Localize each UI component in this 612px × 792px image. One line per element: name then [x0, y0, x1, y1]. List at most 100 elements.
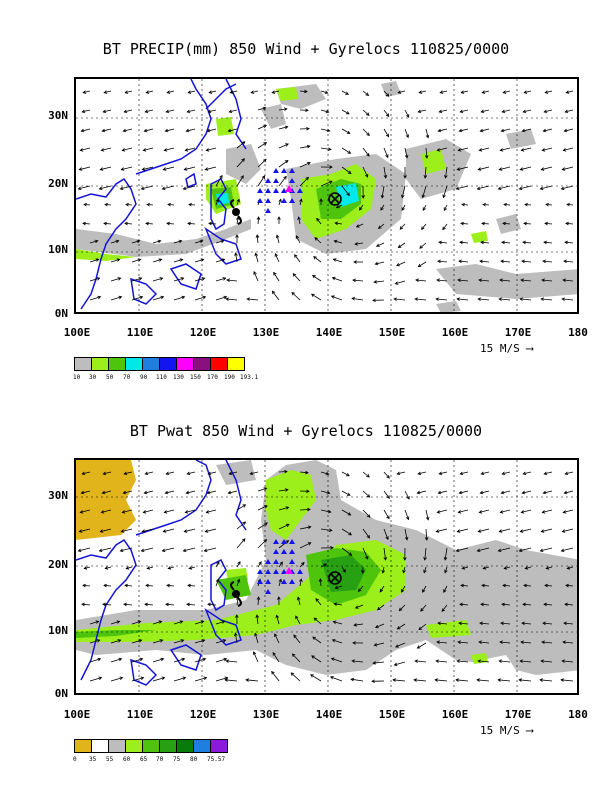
wind-vector-head [234, 632, 238, 637]
wind-vector [482, 204, 490, 206]
wind-vector-head [406, 495, 410, 500]
wind-vector [185, 147, 196, 151]
panel1-gyre-markers [257, 168, 303, 213]
wind-vector [381, 185, 385, 198]
wind-vector [131, 296, 143, 301]
wind-vector-head [498, 297, 502, 301]
wind-vector-head [478, 148, 483, 152]
wind-vector-head [563, 128, 568, 133]
wind-vector-head [436, 148, 441, 152]
wind-vector-head [478, 278, 482, 283]
wind-vector [341, 547, 352, 556]
wind-vector-head [366, 514, 371, 518]
wind-vector-head [80, 128, 85, 133]
wind-vector [437, 260, 448, 263]
wind-vector-head [330, 546, 334, 550]
wind-vector-head [479, 490, 484, 495]
wind-vector-head [520, 148, 525, 152]
wind-vector-head [502, 583, 506, 588]
wind-vector-head [144, 109, 149, 114]
wind-vector [83, 204, 91, 206]
wind-vector [81, 128, 91, 132]
wind-vector-head [316, 217, 320, 222]
wind-vector [206, 147, 217, 151]
wind-vector [141, 547, 154, 552]
panel1-circled-x-icon [328, 192, 342, 206]
wind-vector [460, 222, 469, 225]
wind-vector-head [246, 297, 250, 301]
wind-vector-head [222, 277, 227, 281]
wind-vector [442, 223, 448, 230]
wind-vector [278, 176, 287, 187]
wind-vector-head [523, 221, 527, 226]
wind-vector [444, 547, 448, 560]
wind-vector [257, 175, 265, 187]
wind-vector-head [242, 521, 247, 525]
wind-vector-head [562, 510, 567, 514]
wind-vector-head [436, 640, 440, 645]
wind-vector-head [100, 510, 105, 514]
wind-vector-head [208, 221, 212, 226]
wind-vector-head [158, 258, 163, 262]
wind-vector [276, 615, 280, 625]
panel1-colorbar-swatch [125, 357, 143, 371]
wind-vector-head [314, 237, 318, 241]
wind-vector [278, 579, 282, 587]
panel2-colorbar-label: 75 [173, 756, 181, 763]
wind-vector [320, 180, 333, 187]
wind-vector-head [476, 678, 480, 682]
wind-vector [383, 128, 389, 137]
wind-vector-head [392, 678, 396, 682]
wind-vector [104, 90, 112, 94]
wind-vector [521, 260, 532, 263]
wind-vector [421, 223, 427, 230]
wind-vector-head [202, 657, 207, 662]
wind-vector [439, 471, 448, 475]
wind-vector-head [295, 235, 300, 239]
wind-vector-head [519, 659, 523, 663]
wind-vector [183, 547, 196, 552]
wind-vector-head [335, 204, 340, 209]
wind-vector [102, 490, 112, 494]
wind-vector-head [116, 258, 121, 262]
wind-vector-head [83, 202, 87, 207]
wind-vector-head [165, 602, 169, 607]
wind-vector-head [166, 583, 170, 588]
wind-vector-head [161, 548, 166, 553]
wind-vector [123, 603, 133, 606]
wind-vector-head [329, 165, 333, 169]
wind-vector-head [354, 605, 359, 609]
wind-vector [383, 490, 390, 499]
wind-vector-head [563, 621, 567, 626]
wind-vector-head [182, 676, 187, 680]
wind-vector [274, 633, 280, 644]
panel1-colorbar-swatch [108, 357, 126, 371]
wind-vector [110, 658, 122, 663]
wind-vector [162, 547, 175, 552]
wind-vector [436, 298, 448, 301]
wind-vector [362, 90, 369, 96]
wind-vector-head [500, 259, 504, 264]
panel2-circled-x-icon [328, 571, 342, 585]
wind-vector-head [539, 548, 544, 553]
wind-vector-head [397, 244, 402, 248]
wind-vector-head [418, 626, 423, 631]
wind-vector [355, 242, 364, 245]
wind-vector-head [443, 556, 448, 561]
wind-vector [186, 128, 196, 132]
panel2-reference-vector-label: 15 M/S [480, 724, 520, 737]
wind-vector-head [167, 202, 171, 207]
wind-vector [479, 147, 490, 151]
wind-vector [163, 166, 175, 171]
wind-vector [424, 166, 427, 179]
wind-vector [278, 108, 287, 111]
wind-vector-head [477, 167, 482, 171]
wind-vector [383, 471, 390, 479]
wind-vector [276, 235, 280, 244]
wind-vector-head [123, 602, 127, 607]
wind-vector [383, 90, 389, 97]
wind-vector-head [331, 276, 336, 281]
panel2-colorbar-swatch [210, 739, 228, 753]
wind-vector-head [357, 588, 362, 593]
wind-vector-head [222, 639, 227, 643]
